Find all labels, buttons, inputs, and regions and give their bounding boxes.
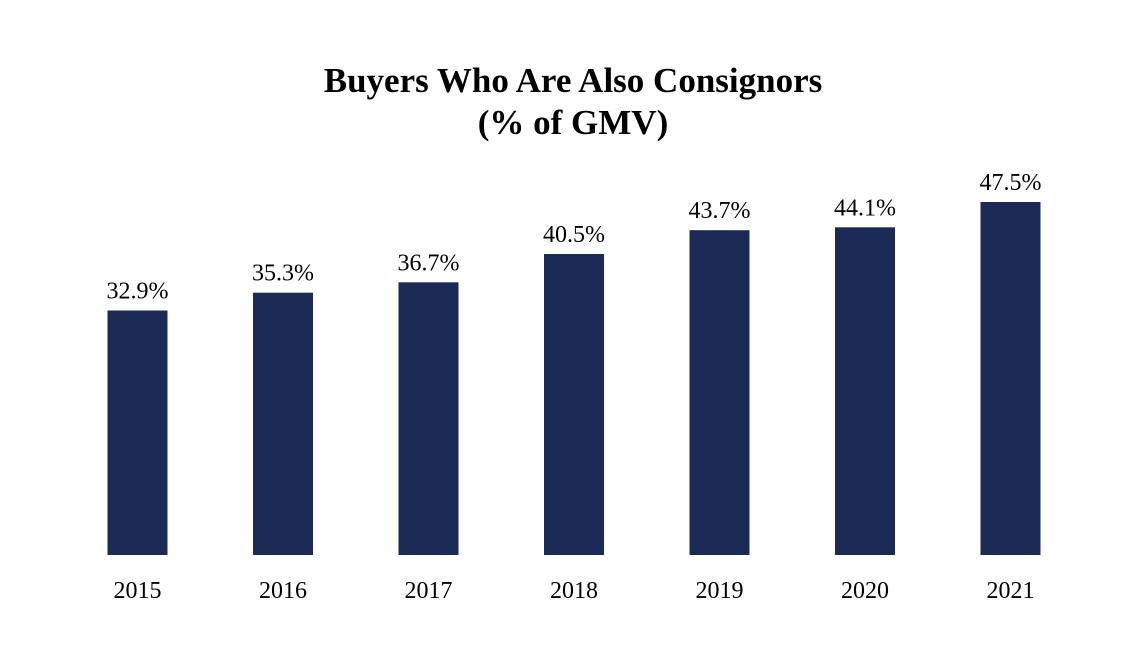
category-label-2020: 2020 [841, 578, 889, 604]
chart-title-line-2: (% of GMV) [477, 103, 669, 142]
bar-2016 [253, 292, 313, 555]
value-label-2017: 36.7% [398, 250, 460, 276]
bars-group [107, 202, 1041, 556]
category-label-2021: 2021 [987, 578, 1035, 604]
category-label-2017: 2017 [405, 578, 453, 604]
value-label-2020: 44.1% [834, 195, 896, 221]
bar-2015 [107, 310, 168, 555]
bar-2018 [544, 254, 604, 555]
value-label-2019: 43.7% [689, 198, 751, 224]
value-label-2015: 32.9% [107, 279, 169, 305]
value-label-2018: 40.5% [543, 222, 605, 248]
value-labels-group: 32.9% 35.3% 36.7% 40.5% 43.7% 44.1% 47.5% [107, 170, 1042, 305]
category-label-2019: 2019 [696, 578, 744, 604]
chart-title: Buyers Who Are Also Consignors (% of GMV… [0, 60, 1146, 144]
category-labels-group: 2015 2016 2017 2018 2019 2020 2021 [114, 578, 1035, 604]
bar-2019 [689, 230, 750, 555]
value-label-2016: 35.3% [252, 261, 314, 287]
category-label-2018: 2018 [550, 578, 598, 604]
category-label-2016: 2016 [259, 578, 307, 604]
value-label-2021: 47.5% [980, 170, 1042, 196]
bar-2021 [980, 202, 1041, 555]
category-label-2015: 2015 [114, 578, 162, 604]
bar-2017 [398, 282, 459, 555]
chart-title-line-1: Buyers Who Are Also Consignors [323, 61, 823, 100]
bar-2020 [835, 227, 895, 556]
